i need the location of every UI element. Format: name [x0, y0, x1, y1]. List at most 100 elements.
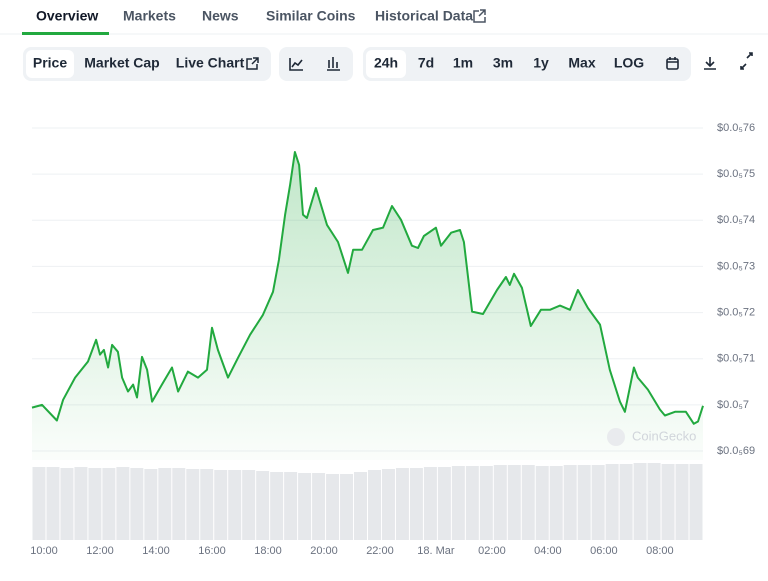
- x-tick-label: 12:00: [86, 545, 114, 557]
- volume-bar: [451, 466, 465, 540]
- volume-bar: [368, 470, 381, 540]
- volume-bar: [158, 468, 172, 540]
- selected-button: [26, 50, 74, 78]
- watermark-logo: [607, 428, 625, 446]
- x-tick-label: 08:00: [646, 545, 674, 557]
- volume-bar: [242, 470, 256, 540]
- area-fill: [32, 152, 703, 460]
- volume-bar: [437, 467, 451, 540]
- volume-bar: [88, 468, 102, 540]
- volume-bar: [116, 467, 130, 540]
- volume-bar: [675, 464, 689, 540]
- tab[interactable]: Markets: [123, 8, 176, 24]
- volume-bar: [605, 464, 619, 540]
- x-tick-label: 16:00: [198, 545, 226, 557]
- volume-bar: [507, 465, 521, 540]
- volume-bar: [186, 469, 200, 540]
- candle-chart-icon[interactable]: [327, 57, 340, 71]
- volume-bar: [354, 472, 367, 540]
- volume-bar: [493, 465, 507, 540]
- volume-bar: [284, 472, 298, 540]
- button[interactable]: 1y: [533, 55, 549, 71]
- y-tick-label: $0.0₅73: [717, 260, 755, 272]
- y-tick-label: $0.0₅7: [717, 399, 749, 411]
- volume-bar: [172, 468, 186, 540]
- volume-bar: [298, 473, 312, 540]
- volume-bar: [381, 469, 395, 540]
- button[interactable]: Max: [568, 55, 595, 71]
- volume-bar: [409, 468, 423, 540]
- volume-bar: [647, 463, 661, 540]
- x-tick-label: 02:00: [478, 545, 506, 557]
- y-tick-label: $0.0₅71: [717, 353, 755, 365]
- chart: $0.0₅76 $0.0₅75 $0.0₅74 $0.0₅73 $0.0₅72 $0.0₅…: [30, 122, 755, 557]
- x-tick-label: 18:00: [254, 545, 282, 557]
- tab[interactable]: Historical Data: [375, 8, 473, 24]
- line-chart-icon[interactable]: [289, 58, 303, 71]
- button[interactable]: Live Chart: [176, 55, 245, 71]
- button[interactable]: LOG: [614, 55, 644, 71]
- toolbar-group: [279, 47, 353, 81]
- volume-bar: [619, 464, 633, 540]
- button[interactable]: Price: [33, 55, 67, 71]
- button[interactable]: 3m: [493, 55, 513, 71]
- y-tick-label: $0.0₅75: [717, 168, 755, 180]
- volume-bar: [270, 472, 284, 540]
- x-tick-label: 20:00: [310, 545, 338, 557]
- external-icon: [246, 57, 259, 70]
- watermark: CoinGecko: [632, 428, 696, 443]
- tab[interactable]: News: [202, 8, 239, 24]
- volume-bar: [395, 468, 409, 540]
- x-tick-label: 06:00: [590, 545, 618, 557]
- tab[interactable]: Overview: [36, 8, 98, 24]
- fullscreen-icon[interactable]: [740, 52, 753, 70]
- volume-bar: [74, 467, 88, 540]
- button[interactable]: 1m: [453, 55, 473, 71]
- volume-bar: [102, 468, 116, 540]
- tab[interactable]: Similar Coins: [266, 8, 356, 24]
- x-tick-label: 04:00: [534, 545, 562, 557]
- volume-bar: [549, 466, 563, 540]
- volume-bar: [214, 470, 228, 540]
- price-line: [31, 151, 704, 425]
- y-tick-label: $0.0₅72: [717, 306, 755, 318]
- volume-bar: [521, 465, 535, 540]
- calendar-icon[interactable]: [666, 57, 679, 70]
- volume-bar: [563, 465, 577, 540]
- toolbar-group: [23, 47, 271, 81]
- x-tick-label: 14:00: [142, 545, 170, 557]
- volume-bar: [479, 466, 493, 540]
- selected-button: [366, 50, 406, 78]
- volume-bar: [312, 473, 326, 540]
- volume-bar: [535, 466, 549, 540]
- y-tick-label: $0.0₅76: [717, 122, 755, 134]
- volume-bar: [32, 467, 46, 540]
- volume-bar: [326, 474, 340, 540]
- volume-bar: [591, 465, 605, 540]
- volume-bar: [46, 467, 60, 540]
- volume-bar: [689, 464, 703, 540]
- toolbar-group: [363, 47, 691, 81]
- volume-bar: [228, 470, 242, 540]
- x-tick-label: 18. Mar: [417, 545, 455, 557]
- button[interactable]: 24h: [374, 55, 398, 71]
- external-icon: [473, 9, 486, 23]
- y-tick-label: $0.0₅69: [717, 445, 755, 457]
- active-tab-underline: [22, 32, 109, 35]
- volume-bar: [340, 474, 354, 540]
- volume-bar: [60, 468, 74, 540]
- volume-bar: [256, 471, 270, 540]
- x-tick-label: 22:00: [366, 545, 394, 557]
- volume-bar: [423, 467, 437, 540]
- volume-bar: [577, 465, 591, 540]
- volume-bar: [465, 466, 479, 540]
- volume-bar: [661, 464, 675, 540]
- volume-bar: [200, 469, 214, 540]
- download-icon[interactable]: [704, 57, 716, 70]
- x-tick-label: 10:00: [30, 545, 58, 557]
- button[interactable]: 7d: [418, 55, 434, 71]
- volume-bar: [130, 468, 144, 540]
- volume-bar: [633, 463, 647, 540]
- button[interactable]: Market Cap: [84, 55, 159, 71]
